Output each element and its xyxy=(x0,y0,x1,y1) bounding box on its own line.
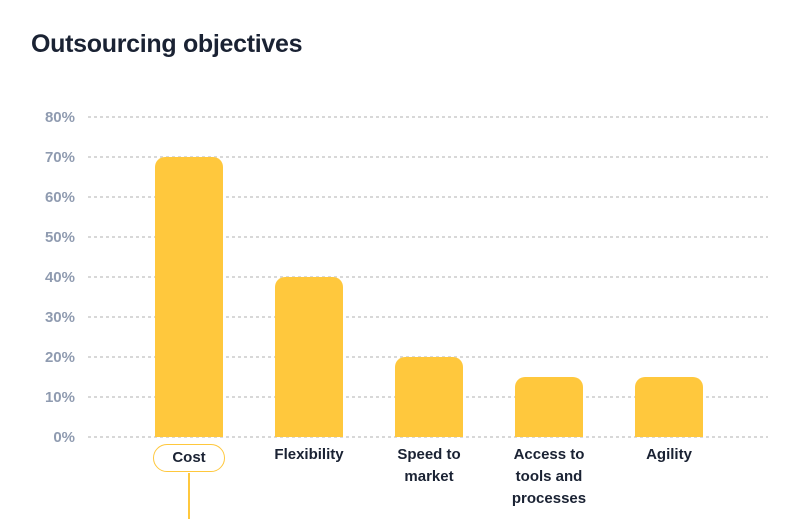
x-axis-label-text: Flexibility xyxy=(274,446,344,463)
y-tick-label: 80% xyxy=(44,109,75,126)
highlight-pointer-line xyxy=(188,473,190,519)
gridline xyxy=(88,316,768,318)
gridline xyxy=(88,436,768,438)
y-tick-label: 30% xyxy=(44,309,75,326)
x-axis-label-text: Access to tools and processes xyxy=(511,446,587,507)
y-tick-label: 0% xyxy=(53,429,75,446)
y-tick-label: 50% xyxy=(44,229,75,246)
bar-flexibility xyxy=(275,277,343,437)
x-axis-label-text: Speed to market xyxy=(397,446,461,485)
gridline xyxy=(88,276,768,278)
highlighted-category-pill: Cost xyxy=(153,444,225,472)
x-axis-label: Speed to market xyxy=(369,444,489,488)
bar-access-to-tools-and-processes xyxy=(515,377,583,437)
bar-cost xyxy=(155,157,223,437)
y-tick-label: 70% xyxy=(44,149,75,166)
x-axis-label: Cost xyxy=(129,444,249,472)
x-axis-label: Access to tools and processes xyxy=(489,444,609,510)
y-tick-label: 10% xyxy=(44,389,75,406)
bar-speed-to-market xyxy=(395,357,463,437)
y-tick-label: 40% xyxy=(44,269,75,286)
x-axis-label-text: Agility xyxy=(646,446,692,463)
gridline xyxy=(88,196,768,198)
gridline xyxy=(88,156,768,158)
x-axis-label: Flexibility xyxy=(249,444,369,466)
gridline xyxy=(88,236,768,238)
chart-title: Outsourcing objectives xyxy=(31,30,303,58)
gridline xyxy=(88,116,768,118)
x-axis-label: Agility xyxy=(609,444,729,466)
y-tick-label: 20% xyxy=(44,349,75,366)
y-tick-label: 60% xyxy=(44,189,75,206)
bar-agility xyxy=(635,377,703,437)
